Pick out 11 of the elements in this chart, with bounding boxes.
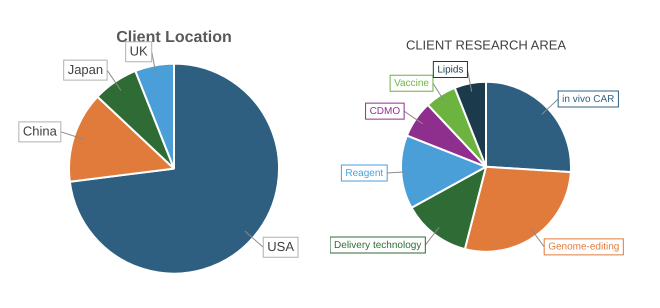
- slice-label: Genome-editing: [548, 242, 620, 253]
- slice-label: China: [22, 123, 58, 138]
- chart-title: CLIENT RESEARCH AREA: [406, 37, 566, 52]
- slice-label: Reagent: [345, 168, 384, 179]
- slice-label: USA: [267, 238, 294, 254]
- slice-label: CDMO: [370, 106, 400, 117]
- slice-label: Delivery technology: [334, 240, 422, 251]
- slice-label: Japan: [68, 62, 104, 77]
- slice-label: Lipids: [437, 64, 464, 76]
- slice-label: Vaccine: [394, 78, 430, 89]
- slice-label: in vivo CAR: [562, 94, 614, 105]
